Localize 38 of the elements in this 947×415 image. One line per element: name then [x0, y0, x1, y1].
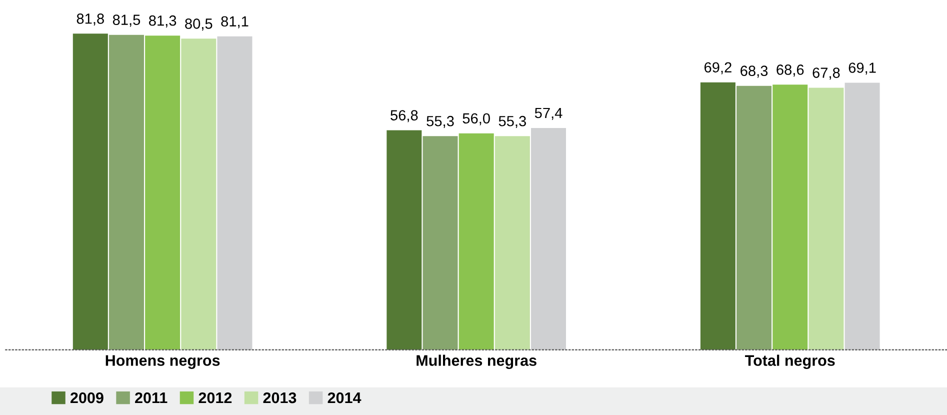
data-label: 57,4 [534, 108, 562, 120]
legend-label: 2011 [135, 392, 168, 404]
legend-label: 2012 [198, 392, 232, 404]
data-label: 80,5 [185, 18, 212, 31]
data-label: 56,8 [390, 110, 418, 122]
data-label: 67,8 [812, 68, 840, 80]
data-label: 56,0 [462, 113, 490, 126]
bar [494, 136, 530, 350]
legend-label: 2014 [328, 392, 362, 404]
x-tick-label: Mulheres negras [416, 354, 536, 370]
bar [386, 130, 422, 350]
bar [772, 84, 808, 350]
legend-label: 2009 [70, 392, 104, 404]
x-tick-label: Homens negros [106, 355, 220, 369]
data-label: 69,2 [704, 62, 732, 74]
bar [736, 86, 772, 350]
data-label: 68,6 [776, 64, 804, 77]
bar [145, 36, 180, 350]
data-label: 81,1 [221, 16, 248, 28]
data-label: 69,1 [848, 62, 876, 75]
data-label: 81,5 [112, 14, 140, 27]
data-label: 55,3 [426, 116, 454, 128]
data-label: 81,3 [149, 15, 176, 28]
bar [531, 128, 566, 350]
data-label: 55,3 [498, 116, 526, 128]
bar [844, 82, 880, 350]
bar [458, 133, 494, 350]
bar [808, 88, 844, 350]
bar [108, 34, 144, 350]
bar [217, 36, 252, 350]
bar [181, 38, 216, 350]
data-label: 68,3 [740, 66, 768, 78]
data-label: 81,8 [76, 14, 104, 26]
bar [700, 82, 736, 350]
legend-label: 2013 [263, 392, 296, 404]
bar [72, 34, 108, 350]
bar [422, 136, 458, 350]
x-tick-label: Total negros [745, 354, 835, 370]
